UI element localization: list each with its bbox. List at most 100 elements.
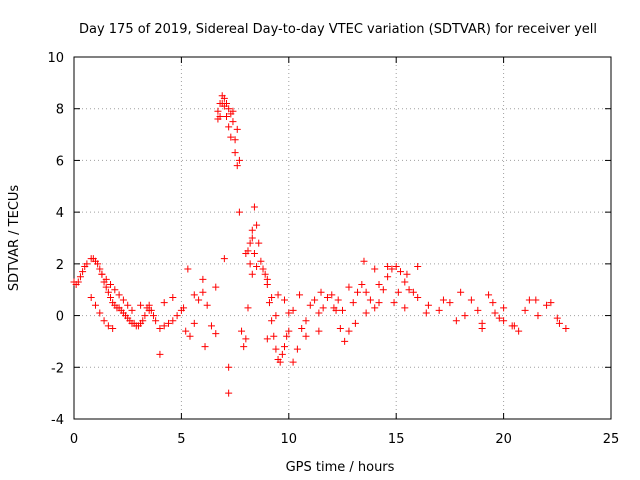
data-point (199, 275, 207, 283)
data-point (362, 288, 370, 296)
data-point (375, 281, 383, 289)
data-point (319, 304, 327, 312)
data-point (186, 332, 194, 340)
data-point (255, 239, 263, 247)
y-tick-label: 10 (47, 51, 64, 66)
data-point (203, 301, 211, 309)
data-point (371, 304, 379, 312)
data-point (231, 136, 239, 144)
data-point (289, 358, 297, 366)
data-point (76, 273, 84, 281)
data-point (532, 296, 540, 304)
data-point (311, 296, 319, 304)
data-point (334, 296, 342, 304)
data-point (403, 270, 411, 278)
data-point (173, 312, 181, 320)
data-point (330, 304, 338, 312)
data-point (315, 327, 323, 335)
y-tick-label: 2 (56, 258, 64, 273)
data-point (384, 262, 392, 270)
data-point (521, 306, 529, 314)
data-point (235, 156, 243, 164)
data-point (489, 299, 497, 307)
data-point (240, 343, 248, 351)
x-tick-label: 25 (603, 432, 620, 447)
x-tick-label: 15 (388, 432, 405, 447)
data-point (274, 291, 282, 299)
data-point (225, 389, 233, 397)
data-point (259, 265, 267, 273)
data-point (231, 149, 239, 157)
data-point (169, 317, 177, 325)
data-point (452, 317, 460, 325)
data-point (328, 291, 336, 299)
data-point (360, 257, 368, 265)
data-point (341, 337, 349, 345)
data-point (248, 234, 256, 242)
data-point (190, 291, 198, 299)
data-point (220, 102, 228, 110)
data-point (246, 239, 254, 247)
data-point (244, 304, 252, 312)
data-point (107, 281, 115, 289)
data-point (289, 306, 297, 314)
data-point (285, 309, 293, 317)
data-point (98, 270, 106, 278)
data-point (139, 317, 147, 325)
data-point (149, 312, 157, 320)
data-point (182, 327, 190, 335)
data-point (349, 299, 357, 307)
data-point (261, 270, 269, 278)
data-point (141, 312, 149, 320)
plot-frame (73, 56, 612, 420)
data-point (220, 94, 228, 102)
data-point (190, 319, 198, 327)
data-point (91, 301, 99, 309)
data-point (414, 262, 422, 270)
data-point (257, 257, 265, 265)
data-point (534, 312, 542, 320)
data-point (124, 301, 132, 309)
data-point (435, 306, 443, 314)
x-tick-label: 10 (281, 432, 298, 447)
x-tick-label: 5 (177, 432, 185, 447)
data-point (491, 309, 499, 317)
chart-title: Day 175 of 2019, Sidereal Day-to-day VTE… (79, 22, 597, 37)
data-point (315, 309, 323, 317)
data-point (384, 273, 392, 281)
data-point (233, 162, 241, 170)
data-point (94, 260, 102, 268)
data-point (302, 332, 310, 340)
y-tick-label: -2 (51, 361, 64, 376)
data-point (87, 293, 95, 301)
y-axis-label: SDTVAR / TECUs (7, 185, 22, 292)
data-point (225, 105, 233, 113)
data-point (562, 325, 570, 332)
data-point (354, 288, 362, 296)
data-point (137, 301, 145, 309)
data-point (229, 107, 237, 115)
data-point (553, 314, 561, 322)
data-point (83, 260, 91, 268)
data-point (424, 301, 432, 309)
data-point (104, 322, 112, 330)
data-point (184, 265, 192, 273)
data-point (515, 327, 523, 335)
data-point (169, 293, 177, 301)
data-point (160, 322, 168, 330)
data-point (268, 317, 276, 325)
data-point (296, 291, 304, 299)
data-point (253, 221, 261, 229)
data-point (250, 250, 258, 258)
y-tick-label: 4 (56, 206, 64, 221)
data-point (474, 306, 482, 314)
data-point (212, 330, 220, 338)
data-point (180, 304, 188, 312)
data-point (414, 293, 422, 301)
x-tick-label: 0 (70, 432, 78, 447)
data-point (396, 268, 404, 276)
data-point (250, 203, 258, 211)
data-point (128, 306, 136, 314)
data-point (248, 270, 256, 278)
